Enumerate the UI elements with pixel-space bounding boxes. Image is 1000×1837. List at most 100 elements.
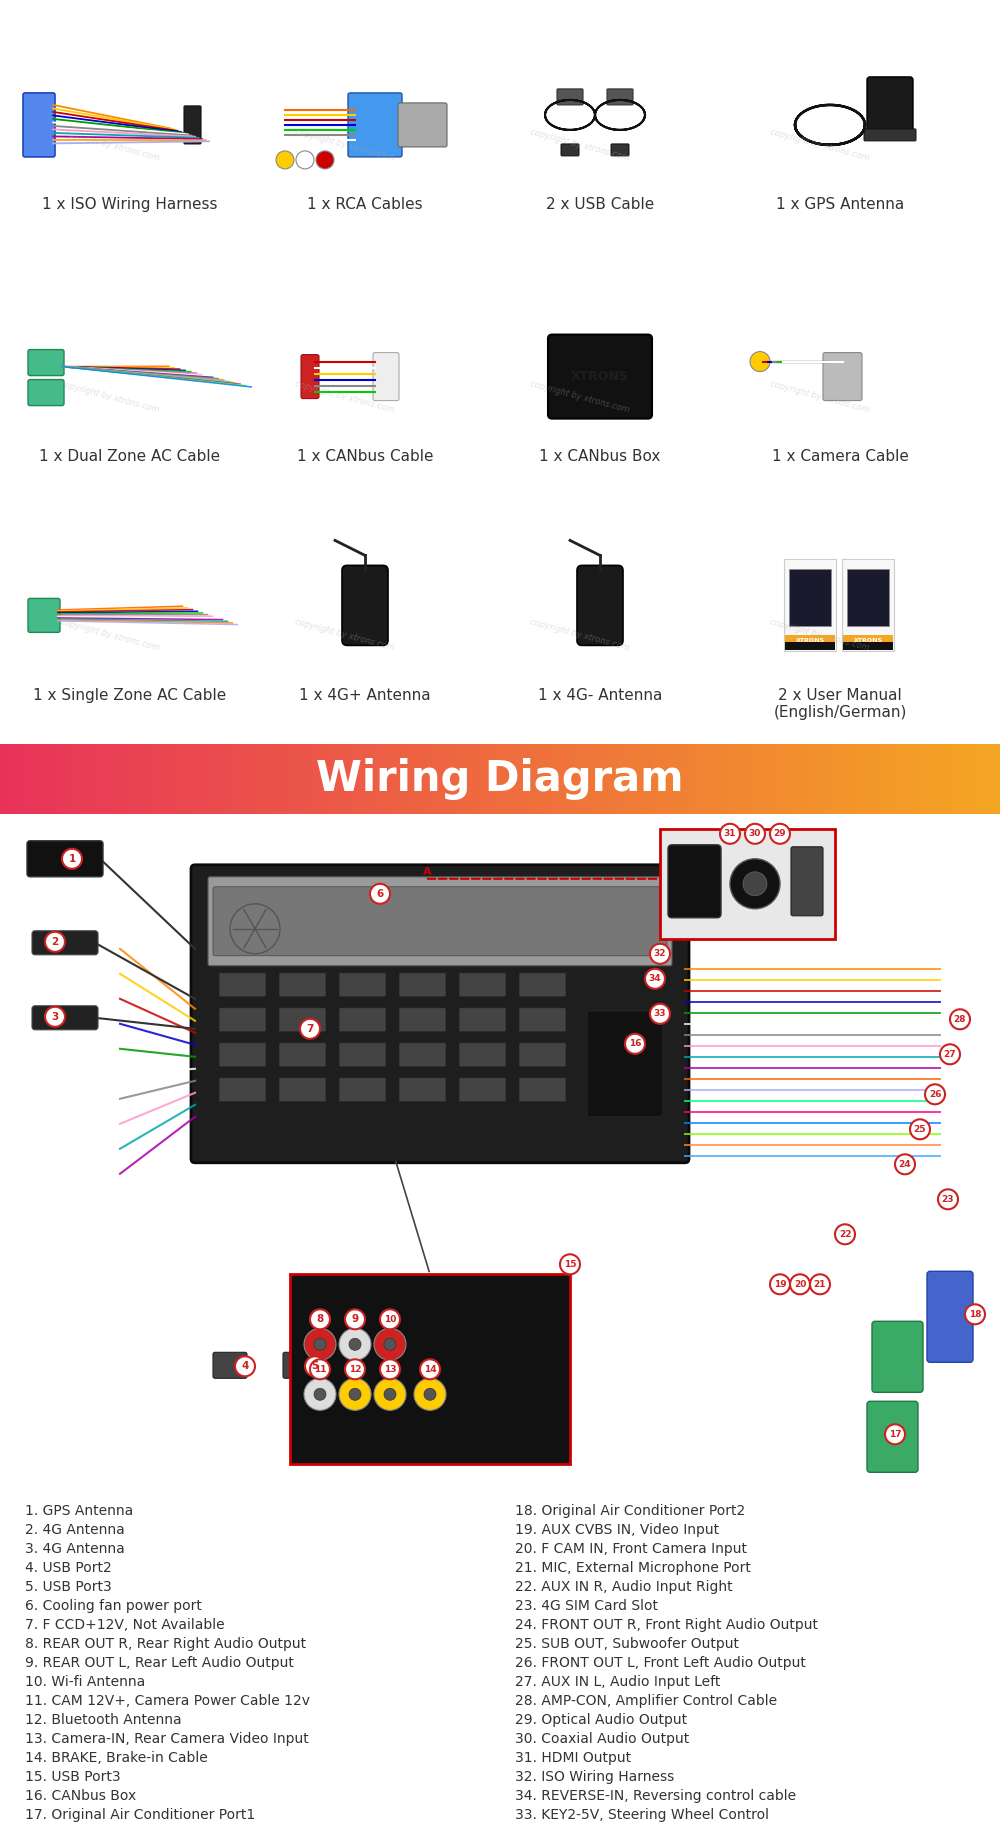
Text: 30: 30	[749, 828, 761, 838]
Bar	[543, 744, 544, 814]
Bar	[745, 744, 746, 814]
Bar	[584, 744, 586, 814]
Bar	[940, 744, 942, 814]
Text: 6. Cooling fan power port: 6. Cooling fan power port	[25, 1600, 202, 1613]
Bar	[606, 744, 608, 814]
Bar	[352, 744, 354, 814]
Bar	[309, 744, 311, 814]
FancyBboxPatch shape	[459, 1078, 506, 1102]
Text: 14: 14	[424, 1365, 436, 1374]
Bar	[120, 744, 122, 814]
Text: 25: 25	[914, 1124, 926, 1133]
Bar	[733, 744, 735, 814]
Bar	[629, 744, 631, 814]
Text: copyright by xtrons.com: copyright by xtrons.com	[59, 617, 161, 652]
Bar	[907, 744, 908, 814]
Bar	[873, 744, 875, 814]
Bar	[821, 744, 823, 814]
Bar	[962, 744, 963, 814]
Bar	[185, 744, 187, 814]
Bar	[77, 744, 78, 814]
Bar	[491, 744, 492, 814]
Bar	[549, 744, 551, 814]
Bar	[967, 744, 968, 814]
Circle shape	[810, 1275, 830, 1295]
Circle shape	[925, 1084, 945, 1104]
Bar	[918, 744, 920, 814]
Bar	[982, 744, 983, 814]
Bar	[519, 744, 521, 814]
Bar	[875, 744, 876, 814]
Bar	[770, 744, 771, 814]
Bar	[957, 744, 958, 814]
Bar	[741, 744, 743, 814]
Text: 12. Bluetooth Antenna: 12. Bluetooth Antenna	[25, 1714, 182, 1727]
Bar	[586, 744, 588, 814]
Bar	[661, 744, 663, 814]
Bar	[237, 744, 239, 814]
Bar	[47, 744, 48, 814]
Bar	[855, 744, 856, 814]
Bar	[731, 744, 733, 814]
Bar	[12, 744, 13, 814]
Bar	[295, 744, 297, 814]
Text: 10. Wi-fi Antenna: 10. Wi-fi Antenna	[25, 1675, 145, 1690]
Bar	[307, 744, 309, 814]
Circle shape	[300, 1020, 320, 1038]
Bar	[536, 744, 538, 814]
Bar	[301, 744, 302, 814]
Bar	[135, 744, 137, 814]
Bar	[750, 744, 751, 814]
Circle shape	[310, 1310, 330, 1330]
Bar	[579, 744, 581, 814]
Bar	[499, 744, 501, 814]
Bar	[104, 744, 105, 814]
Bar	[127, 744, 129, 814]
Text: 1 x Camera Cable: 1 x Camera Cable	[772, 448, 908, 465]
Bar	[952, 744, 953, 814]
Text: 2. 4G Antenna: 2. 4G Antenna	[25, 1523, 125, 1538]
FancyBboxPatch shape	[561, 143, 579, 156]
Bar	[968, 744, 970, 814]
Bar	[538, 744, 539, 814]
Bar	[486, 744, 487, 814]
Bar	[319, 744, 321, 814]
Bar	[444, 744, 446, 814]
Text: Wiring Diagram: Wiring Diagram	[316, 759, 684, 799]
Bar	[923, 744, 925, 814]
Bar	[235, 744, 237, 814]
Text: 4. USB Port2: 4. USB Port2	[25, 1561, 112, 1576]
Circle shape	[743, 873, 767, 896]
Bar	[504, 744, 506, 814]
Bar	[170, 744, 172, 814]
Bar	[15, 744, 17, 814]
Bar	[953, 744, 955, 814]
Bar	[78, 744, 80, 814]
Bar	[397, 744, 399, 814]
Bar	[778, 744, 780, 814]
Bar	[917, 744, 918, 814]
Circle shape	[380, 1310, 400, 1330]
Bar	[229, 744, 230, 814]
Bar	[771, 744, 773, 814]
Bar	[891, 744, 893, 814]
Bar	[756, 744, 758, 814]
Bar	[730, 744, 731, 814]
Bar	[199, 744, 200, 814]
Bar	[851, 744, 853, 814]
Bar	[694, 744, 696, 814]
Bar	[523, 744, 524, 814]
Bar	[838, 744, 840, 814]
Bar	[20, 744, 22, 814]
Bar	[207, 744, 209, 814]
Bar	[865, 744, 866, 814]
Bar	[391, 744, 392, 814]
FancyBboxPatch shape	[660, 828, 835, 939]
Bar	[52, 744, 53, 814]
Text: copyright by xtrons.com: copyright by xtrons.com	[59, 378, 161, 413]
Bar	[669, 744, 671, 814]
Bar	[437, 744, 439, 814]
Bar	[987, 744, 988, 814]
Bar	[569, 744, 571, 814]
Bar	[553, 744, 554, 814]
